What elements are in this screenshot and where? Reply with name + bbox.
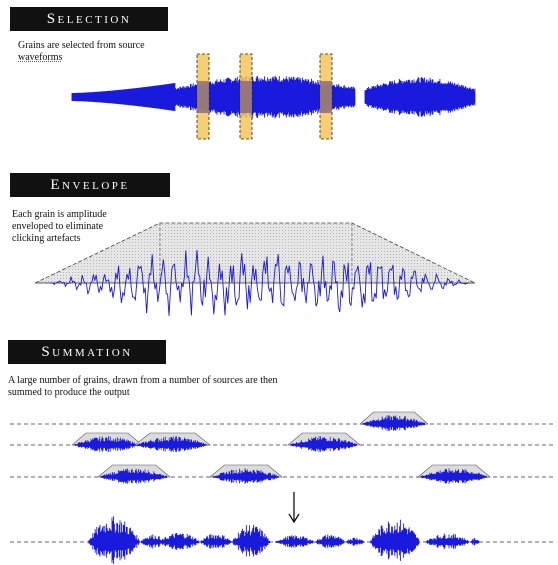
- selection-waveform-panel: [71, 53, 476, 140]
- source-waveform-segment: [364, 77, 476, 117]
- enveloped-grain: [71, 432, 143, 452]
- selection-caption-line1: Grains are selected from source: [18, 40, 145, 51]
- envelope-caption-line3: clicking artefacts: [12, 233, 81, 244]
- envelope-caption-line1: Each grain is amplitude: [12, 209, 107, 220]
- output-signal: [88, 516, 481, 564]
- selected-grains: [196, 53, 333, 140]
- grain-overlap: [320, 81, 332, 113]
- selection-caption-line2: waveforms: [18, 52, 63, 63]
- summation-banner: Summation: [8, 340, 166, 364]
- enveloped-grain: [359, 411, 429, 431]
- source-waveform-segment: [174, 75, 356, 119]
- grain-signal: [74, 436, 140, 452]
- grain-waveform-trace: [50, 249, 471, 316]
- summation-caption-line1: A large number of grains, drawn from a n…: [8, 375, 278, 386]
- output-waveform: [10, 516, 555, 564]
- grain-signal: [362, 415, 425, 431]
- enveloped-grain: [134, 432, 211, 452]
- source-waveform: [71, 75, 476, 119]
- enveloped-grain-waveform: [50, 249, 471, 316]
- enveloped-grain: [209, 464, 283, 484]
- source-waveform-segment: [71, 83, 176, 111]
- grain-lanes: [10, 411, 555, 484]
- envelope-banner: Envelope: [10, 173, 170, 197]
- summation-caption-line2: summed to produce the output: [8, 387, 130, 398]
- summation-panel: [10, 411, 555, 564]
- grain-signal: [100, 468, 167, 484]
- grain-signal: [137, 436, 208, 452]
- down-arrow-icon: [288, 492, 300, 524]
- enveloped-grain: [97, 464, 171, 484]
- envelope-panel: [34, 222, 476, 316]
- grain-signal: [290, 436, 357, 452]
- grain-signal: [212, 468, 279, 484]
- grain-overlap: [240, 81, 252, 113]
- enveloped-grain: [287, 432, 361, 452]
- grain-signal: [420, 468, 487, 484]
- summation-caption: A large number of grains, drawn from a n…: [8, 375, 277, 399]
- grain-overlap: [197, 81, 209, 113]
- enveloped-grain: [417, 464, 491, 484]
- envelope-caption: Each grain is amplitude enveloped to eli…: [12, 209, 107, 245]
- selection-banner: Selection: [10, 7, 168, 31]
- selection-caption: Grains are selected from source waveform…: [18, 40, 145, 64]
- envelope-caption-line2: enveloped to eliminate: [12, 221, 104, 232]
